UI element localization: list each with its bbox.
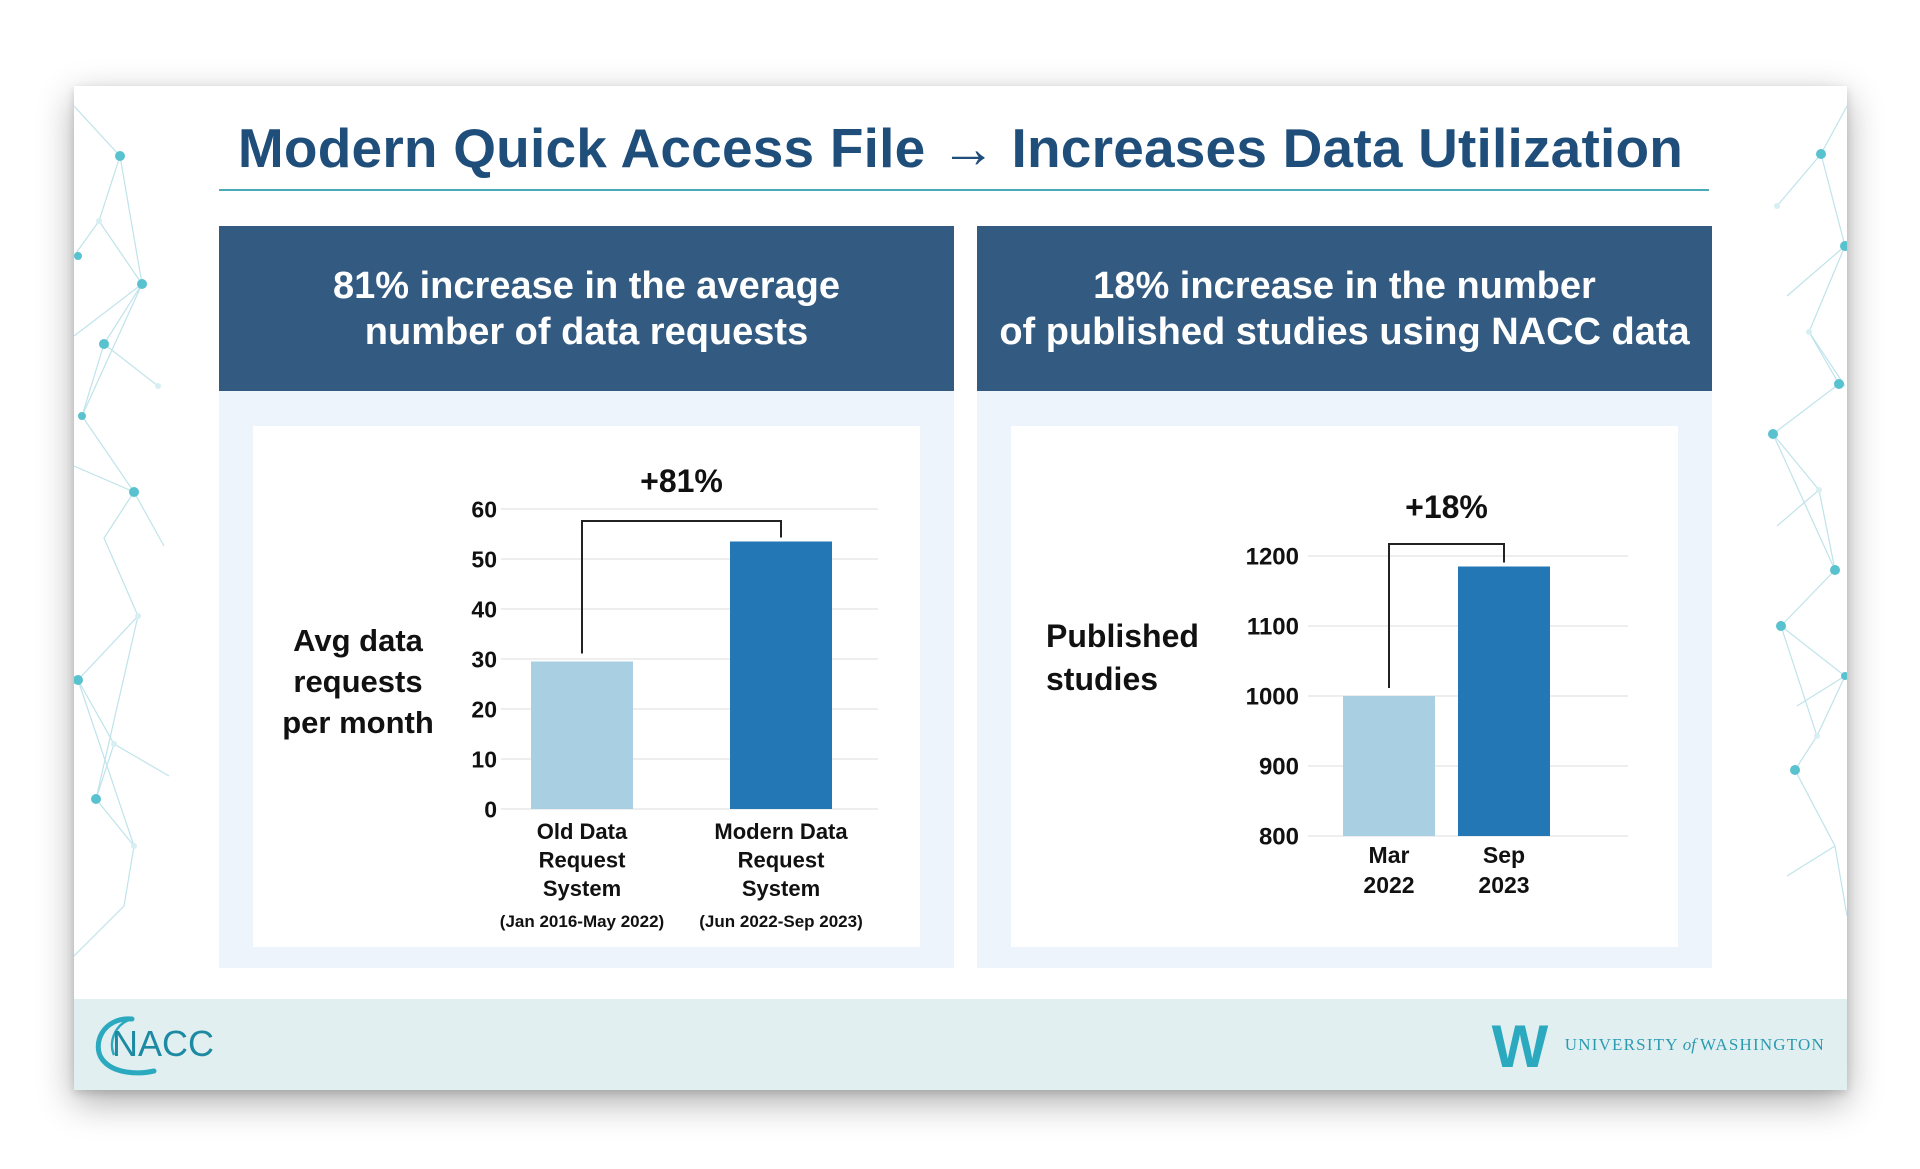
studies-y-tick-label: 1100 — [1247, 614, 1299, 641]
requests-bar — [531, 661, 633, 809]
title-underline — [219, 189, 1709, 191]
studies-chart-card: 800 900 1000 1100 1200 Published studies Mar 202… — [1011, 426, 1678, 947]
requests-panel: 81% increase in the average number of da… — [219, 226, 954, 968]
uw-logo: W UNIVERSITY of WASHINGTON — [1485, 1019, 1825, 1071]
slide-title: Modern Quick Access File → Increases Dat… — [237, 117, 1684, 179]
requests-bar-chart: 0 10 20 30 40 50 60 Avg data requests per month Ol… — [282, 463, 878, 931]
uw-wordmark: UNIVERSITY of WASHINGTON — [1565, 1035, 1825, 1055]
studies-y-tick-label: 1000 — [1246, 684, 1299, 711]
studies-y-tick-label: 900 — [1259, 754, 1299, 781]
network-decoration-right — [1768, 105, 1847, 917]
studies-panel: 18% increase in the number of published … — [977, 226, 1712, 968]
requests-y-tick-label: 10 — [471, 746, 497, 772]
requests-y-tick-label: 60 — [471, 496, 497, 522]
footer-bar: NACC W UNIVERSITY of WASHINGTON — [74, 999, 1847, 1090]
slide: Modern Quick Access File → Increases Dat… — [74, 86, 1847, 1090]
requests-panel-header: 81% increase in the average number of da… — [219, 226, 954, 391]
nacc-logo-text: NACC — [112, 1023, 214, 1064]
studies-y-tick-label: 800 — [1259, 824, 1299, 851]
studies-bar-chart: 800 900 1000 1100 1200 Published studies Mar 202… — [1046, 489, 1628, 898]
requests-increase-annotation: +81% — [640, 463, 723, 499]
studies-y-axis-label: Published studies — [1046, 618, 1199, 697]
studies-bar — [1343, 696, 1435, 836]
requests-y-tick-label: 50 — [471, 546, 497, 572]
studies-bar — [1458, 566, 1550, 836]
requests-category-sublabel: (Jan 2016-May 2022) — [500, 912, 664, 931]
requests-y-tick-label: 30 — [471, 646, 497, 672]
uw-word-of: of — [1682, 1035, 1696, 1054]
studies-category-label: Sep 2023 — [1478, 842, 1529, 898]
requests-y-tick-label: 40 — [471, 596, 497, 622]
requests-panel-header-text: 81% increase in the average number of da… — [333, 264, 840, 353]
requests-y-axis-label: Avg data requests per month — [282, 623, 434, 740]
uw-w-text: W — [1491, 1019, 1548, 1071]
studies-category-label: Mar 2022 — [1363, 842, 1414, 898]
requests-bar — [730, 541, 832, 809]
network-decoration-left — [74, 105, 170, 957]
studies-panel-header: 18% increase in the number of published … — [977, 226, 1712, 391]
studies-panel-header-text: 18% increase in the number of published … — [999, 264, 1690, 353]
requests-chart-card: 0 10 20 30 40 50 60 Avg data requests per month Ol… — [253, 426, 920, 947]
nacc-logo: NACC — [95, 1016, 214, 1076]
uw-word-university: UNIVERSITY — [1564, 1035, 1679, 1054]
studies-y-tick-label: 1200 — [1246, 544, 1299, 571]
requests-y-tick-label: 20 — [471, 696, 497, 722]
requests-category-label: Modern Data Request System — [714, 819, 848, 901]
studies-comparison-bracket — [1388, 543, 1505, 688]
uw-word-washington: WASHINGTON — [1699, 1035, 1825, 1054]
requests-comparison-bracket — [581, 520, 782, 654]
requests-y-tick-label: 0 — [484, 796, 497, 822]
requests-category-sublabel: (Jun 2022-Sep 2023) — [699, 912, 862, 931]
studies-increase-annotation: +18% — [1405, 489, 1488, 525]
uw-w-icon: W — [1491, 1019, 1548, 1071]
requests-category-label: Old Data Request System — [537, 819, 628, 901]
